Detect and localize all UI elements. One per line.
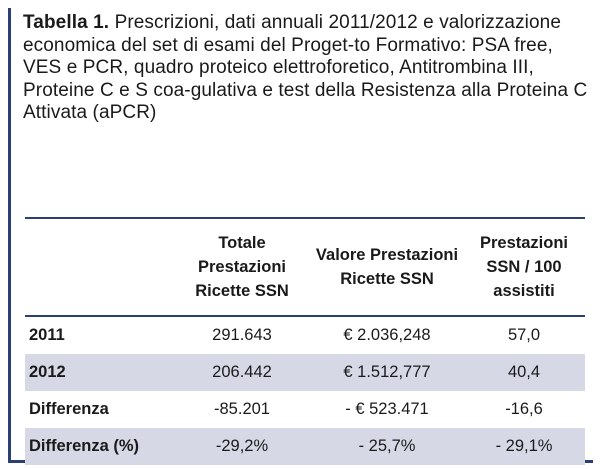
table-cell: € 2.036,248 xyxy=(343,326,431,344)
row-label: Differenza (%) xyxy=(25,428,173,465)
table-row: Differenza (%) -29,2% - 25,7% - 29,1% xyxy=(25,428,585,465)
table-cell: 206.442 xyxy=(173,354,311,391)
caption-label: Tabella 1. xyxy=(23,12,110,33)
table-cell: 57,0 xyxy=(507,326,541,344)
header-row: Totale Prestazioni Ricette SSN Valore Pr… xyxy=(25,219,585,317)
table-caption: Tabella 1. Prescrizioni, dati annuali 20… xyxy=(23,12,589,125)
data-table-wrapper: Totale Prestazioni Ricette SSN Valore Pr… xyxy=(25,217,585,465)
row-label: 2012 xyxy=(25,354,173,391)
table-cell: -16,6 xyxy=(505,400,543,418)
table-cell: - 25,7% xyxy=(311,428,463,465)
caption-text: Prescrizioni, dati annuali 2011/2012 e v… xyxy=(23,12,588,123)
table-cell: 40,4 xyxy=(463,354,585,391)
row-label: 2011 xyxy=(29,326,65,344)
table-cell: - € 523.471 xyxy=(345,400,429,418)
header-totale-prestazioni: Totale Prestazioni Ricette SSN xyxy=(173,219,311,317)
row-label: Differenza xyxy=(29,400,109,418)
header-prestazioni-per-100: Prestazioni SSN / 100 assistiti xyxy=(463,219,585,317)
table-cell: -29,2% xyxy=(173,428,311,465)
table-row: 2012 206.442 € 1.512,777 40,4 xyxy=(25,354,585,391)
header-valore-prestazioni: Valore Prestazioni Ricette SSN xyxy=(311,219,463,317)
table-cell: - 29,1% xyxy=(463,428,585,465)
table-row: 2011 291.643 € 2.036,248 57,0 xyxy=(25,316,585,354)
table-cell: 291.643 xyxy=(212,326,272,344)
table-frame: Tabella 1. Prescrizioni, dati annuali 20… xyxy=(8,8,593,465)
table-row: Differenza -85.201 - € 523.471 -16,6 xyxy=(25,391,585,428)
header-empty xyxy=(25,219,173,317)
table-cell: -85.201 xyxy=(214,400,270,418)
table-cell: € 1.512,777 xyxy=(311,354,463,391)
data-table: Totale Prestazioni Ricette SSN Valore Pr… xyxy=(25,219,585,465)
